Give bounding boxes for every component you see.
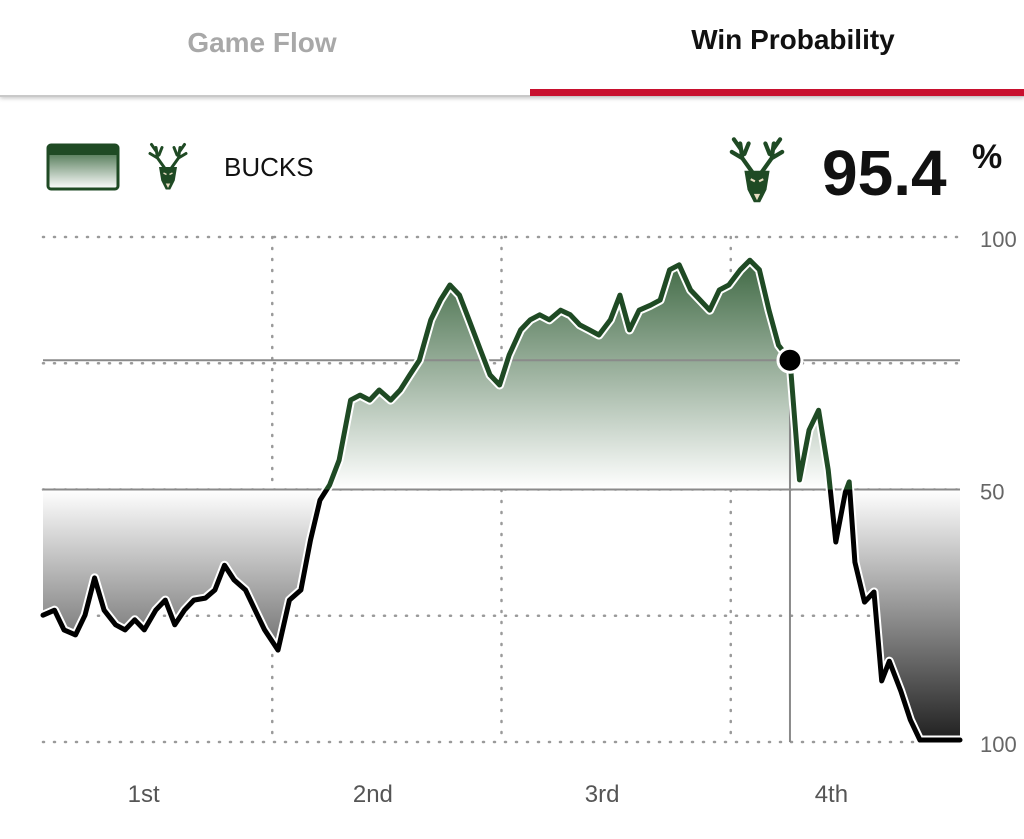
line [40,257,963,743]
team-logo-large [732,139,782,202]
x-category-label: 4th [815,781,848,808]
probability-value: 95.4 [822,137,947,209]
current-probability: 95.4 % [732,137,1002,209]
y-tick-label: 50 [980,480,1004,505]
area [43,260,960,740]
y-tick-label: 100 [980,732,1017,757]
team-logo [148,143,188,191]
x-category-label: 2nd [353,781,393,808]
team-name: BUCKS [224,152,314,182]
x-category-label: 1st [128,781,160,808]
legend-swatch-top [48,145,118,155]
active-tab-indicator [530,89,1024,96]
tab-bg [0,0,1024,96]
tab-bar: Game Flow Win Probability [0,0,1024,98]
chart: 100 50 100 1st 2nd 3rd 4th [40,227,1017,808]
x-category-label: 3rd [585,781,620,808]
y-tick-label: 100 [980,227,1017,252]
legend: BUCKS [46,143,314,191]
tab[interactable]: Win Probability [691,24,895,55]
selected-point [776,346,804,374]
tab[interactable]: Game Flow [187,27,337,58]
probability-unit: % [972,138,1002,176]
